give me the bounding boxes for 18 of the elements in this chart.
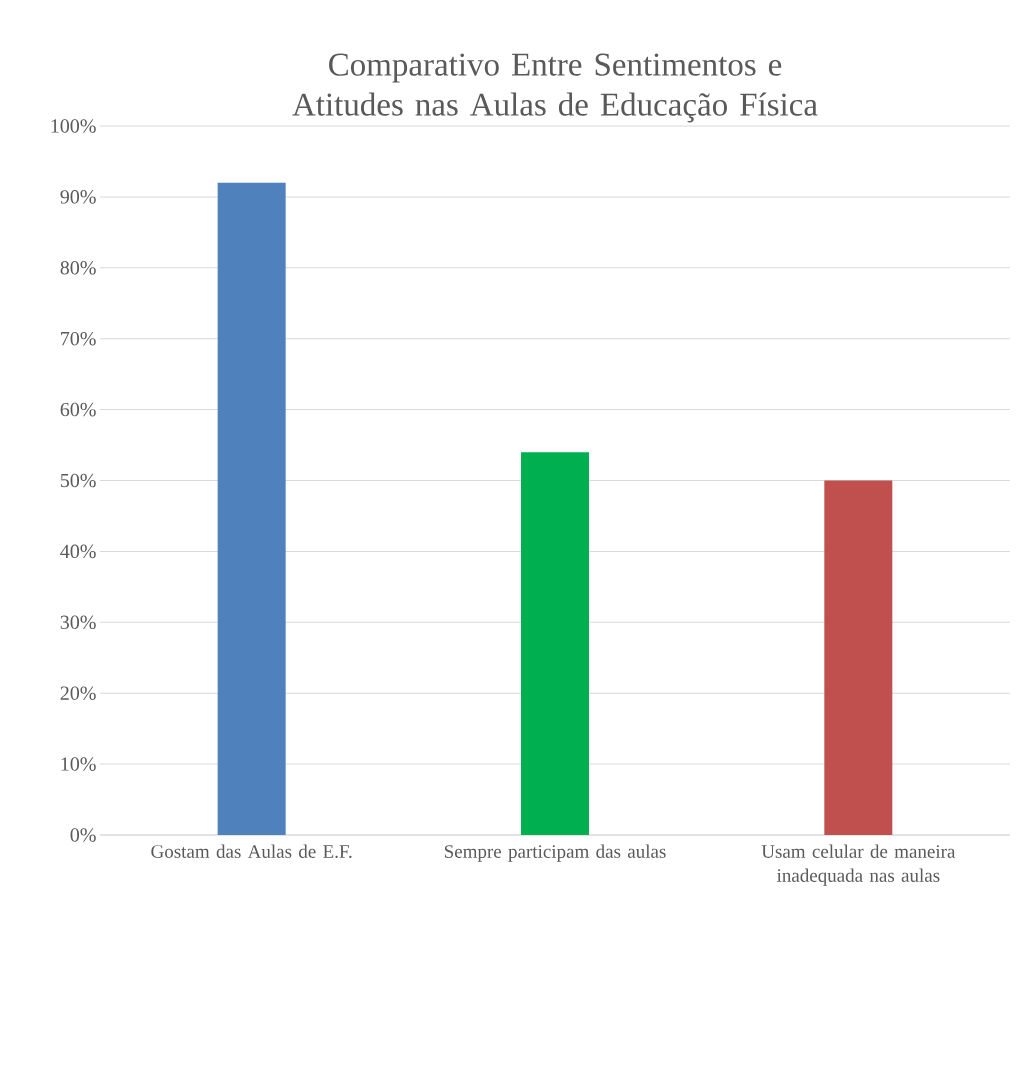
y-tick-label: 40% — [60, 544, 96, 559]
bar — [521, 452, 589, 835]
bar — [824, 480, 893, 835]
x-tick-label: Usam celular de maneira inadequada nas aulas — [761, 844, 956, 886]
chart-title: Comparativo Entre Sentimentos e Atitudes nas Aulas de Educação Física — [292, 53, 818, 123]
x-tick-label: Gostam das Aulas de E.F. — [151, 844, 352, 858]
y-tick-label: 70% — [61, 331, 96, 346]
x-tick-label: Sempre participam das aulas — [444, 844, 666, 862]
y-tick-label: 0% — [70, 828, 96, 842]
y-tick-label: 80% — [60, 261, 96, 275]
y-tick-label: 100% — [51, 119, 96, 133]
y-tick-label: 50% — [60, 473, 96, 488]
y-tick-label: 30% — [60, 615, 96, 630]
y-tick-label: 60% — [60, 402, 96, 417]
y-tick-label: 20% — [60, 686, 96, 700]
y-tick-label: 10% — [61, 757, 96, 771]
y-tick-label: 90% — [60, 190, 96, 204]
bar — [217, 182, 286, 835]
